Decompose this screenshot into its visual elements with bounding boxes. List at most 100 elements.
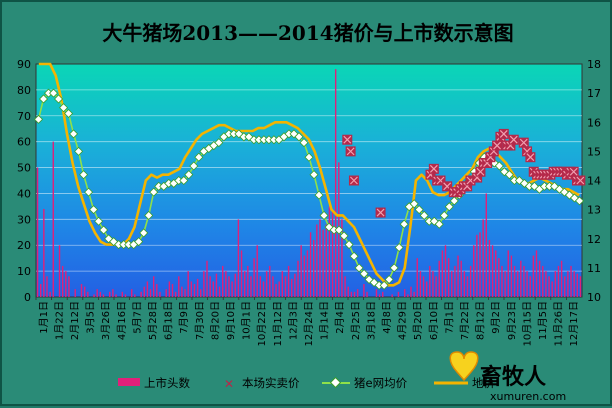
point-zhue-avg-price bbox=[269, 135, 279, 145]
x-tick-label: 4月16日 bbox=[116, 301, 128, 340]
bar-upper-count bbox=[247, 265, 249, 297]
bar-upper-count bbox=[410, 286, 412, 297]
bar-upper-count bbox=[429, 265, 431, 297]
y-axis-left: 0 10 20 30 40 50 60 70 80 90 bbox=[17, 58, 31, 304]
point-zhue-avg-price bbox=[444, 202, 454, 212]
y-left-tick-label: 80 bbox=[17, 84, 31, 97]
legend-swatch-bar bbox=[118, 378, 140, 386]
point-zhue-avg-price bbox=[184, 170, 194, 180]
bar-upper-count bbox=[218, 286, 221, 297]
point-zhue-avg-price bbox=[419, 210, 429, 220]
x-tick-label: 7月9日 bbox=[178, 301, 190, 334]
bar-upper-count bbox=[52, 141, 54, 297]
point-zhue-avg-price bbox=[449, 196, 459, 206]
bar-upper-count bbox=[498, 258, 500, 297]
marker-farm-price-x bbox=[519, 138, 528, 147]
bar-upper-count bbox=[444, 245, 447, 297]
y-right-tick-label: 14 bbox=[587, 175, 601, 188]
point-zhue-avg-price bbox=[179, 175, 189, 186]
bar-upper-count bbox=[407, 294, 409, 297]
bar-upper-count bbox=[316, 224, 318, 297]
watermark-text: 畜牧人 bbox=[480, 364, 546, 390]
bar-upper-count bbox=[419, 271, 422, 297]
bar-upper-count bbox=[451, 271, 453, 297]
bar-upper-count bbox=[350, 291, 353, 297]
marker-farm-price-x bbox=[576, 176, 585, 185]
x-tick-label: 3月26日 bbox=[100, 301, 112, 340]
point-zhue-avg-price bbox=[214, 138, 224, 148]
bar-upper-count bbox=[259, 276, 262, 297]
bar-upper-count bbox=[112, 289, 114, 297]
point-zhue-avg-price bbox=[424, 216, 434, 226]
bar-upper-count bbox=[250, 276, 252, 297]
bar-upper-count bbox=[200, 289, 202, 297]
bar-upper-count bbox=[454, 265, 456, 297]
bar-upper-count bbox=[140, 291, 142, 297]
marker-farm-price-x bbox=[429, 164, 438, 173]
marker-farm-price-x bbox=[476, 167, 485, 176]
chart-title: 大牛猪场2013——2014猪价与上市数示意图 bbox=[102, 21, 513, 45]
bar-upper-count bbox=[501, 265, 503, 297]
legend-swatch-x: ✕ bbox=[224, 377, 234, 391]
x-tick-label: 9月10日 bbox=[225, 301, 237, 340]
point-zhue-avg-price bbox=[59, 103, 69, 113]
bar-upper-count bbox=[542, 265, 544, 297]
bar-upper-count bbox=[523, 265, 525, 297]
point-zhue-avg-price bbox=[399, 219, 409, 229]
point-zhue-avg-price bbox=[309, 170, 319, 180]
bar-upper-count bbox=[413, 291, 415, 297]
y-right-tick-label: 18 bbox=[587, 58, 601, 71]
bar-upper-count bbox=[532, 255, 535, 297]
point-zhue-avg-price bbox=[414, 205, 424, 215]
x-tick-label: 1月22日 bbox=[53, 301, 65, 340]
marker-farm-price-x bbox=[350, 176, 358, 185]
point-zhue-avg-price bbox=[394, 242, 404, 253]
bar-upper-count bbox=[222, 265, 224, 297]
point-zhue-avg-price bbox=[49, 88, 59, 98]
point-zhue-avg-price bbox=[249, 135, 259, 145]
watermark-logo: 畜牧人 xumuren.com bbox=[449, 351, 566, 403]
y-right-tick-label: 11 bbox=[587, 262, 601, 275]
y-left-tick-label: 20 bbox=[17, 239, 31, 252]
bar-upper-count bbox=[102, 294, 105, 297]
point-zhue-avg-price bbox=[379, 280, 389, 290]
bar-upper-count bbox=[184, 289, 186, 297]
point-zhue-avg-price bbox=[99, 225, 109, 235]
bar-upper-count bbox=[36, 167, 39, 297]
point-zhue-avg-price bbox=[89, 205, 99, 215]
point-zhue-avg-price bbox=[79, 170, 89, 180]
bar-upper-count bbox=[535, 250, 538, 297]
point-zhue-avg-price bbox=[439, 210, 449, 220]
bar-upper-count bbox=[545, 271, 547, 297]
bar-upper-count bbox=[49, 291, 51, 297]
x-tick-label: 8月12日 bbox=[475, 301, 487, 340]
bar-upper-count bbox=[256, 245, 258, 297]
bar-upper-count bbox=[322, 229, 324, 297]
point-zhue-avg-price bbox=[299, 138, 309, 148]
bar-upper-count bbox=[416, 258, 418, 297]
point-zhue-avg-price bbox=[54, 94, 64, 104]
bar-upper-count bbox=[507, 250, 509, 297]
bar-upper-count bbox=[529, 276, 531, 297]
bar-upper-count bbox=[83, 286, 86, 297]
x-tick-label: 11月12日 bbox=[272, 301, 284, 346]
point-zhue-avg-price bbox=[574, 196, 585, 206]
bar-upper-count bbox=[193, 284, 196, 297]
bar-upper-count bbox=[240, 250, 243, 297]
x-tick-label: 8月20日 bbox=[209, 301, 221, 340]
bar-upper-count bbox=[548, 276, 550, 297]
y-right-tick-label: 15 bbox=[587, 145, 601, 158]
point-zhue-avg-price bbox=[264, 135, 274, 145]
y-left-tick-label: 90 bbox=[17, 58, 31, 71]
bar-upper-count bbox=[441, 250, 444, 297]
bar-upper-count bbox=[457, 255, 459, 297]
x-tick-label: 9月2日 bbox=[490, 301, 502, 334]
y-right-tick-label: 13 bbox=[587, 204, 601, 217]
point-zhue-avg-price bbox=[284, 129, 294, 139]
point-zhue-avg-price bbox=[239, 132, 249, 142]
bar-upper-count bbox=[80, 284, 83, 297]
bar-upper-count bbox=[187, 271, 189, 297]
bar-upper-count bbox=[228, 276, 230, 297]
bar-upper-count bbox=[378, 294, 381, 297]
x-tick-label: 3月18日 bbox=[365, 301, 377, 340]
